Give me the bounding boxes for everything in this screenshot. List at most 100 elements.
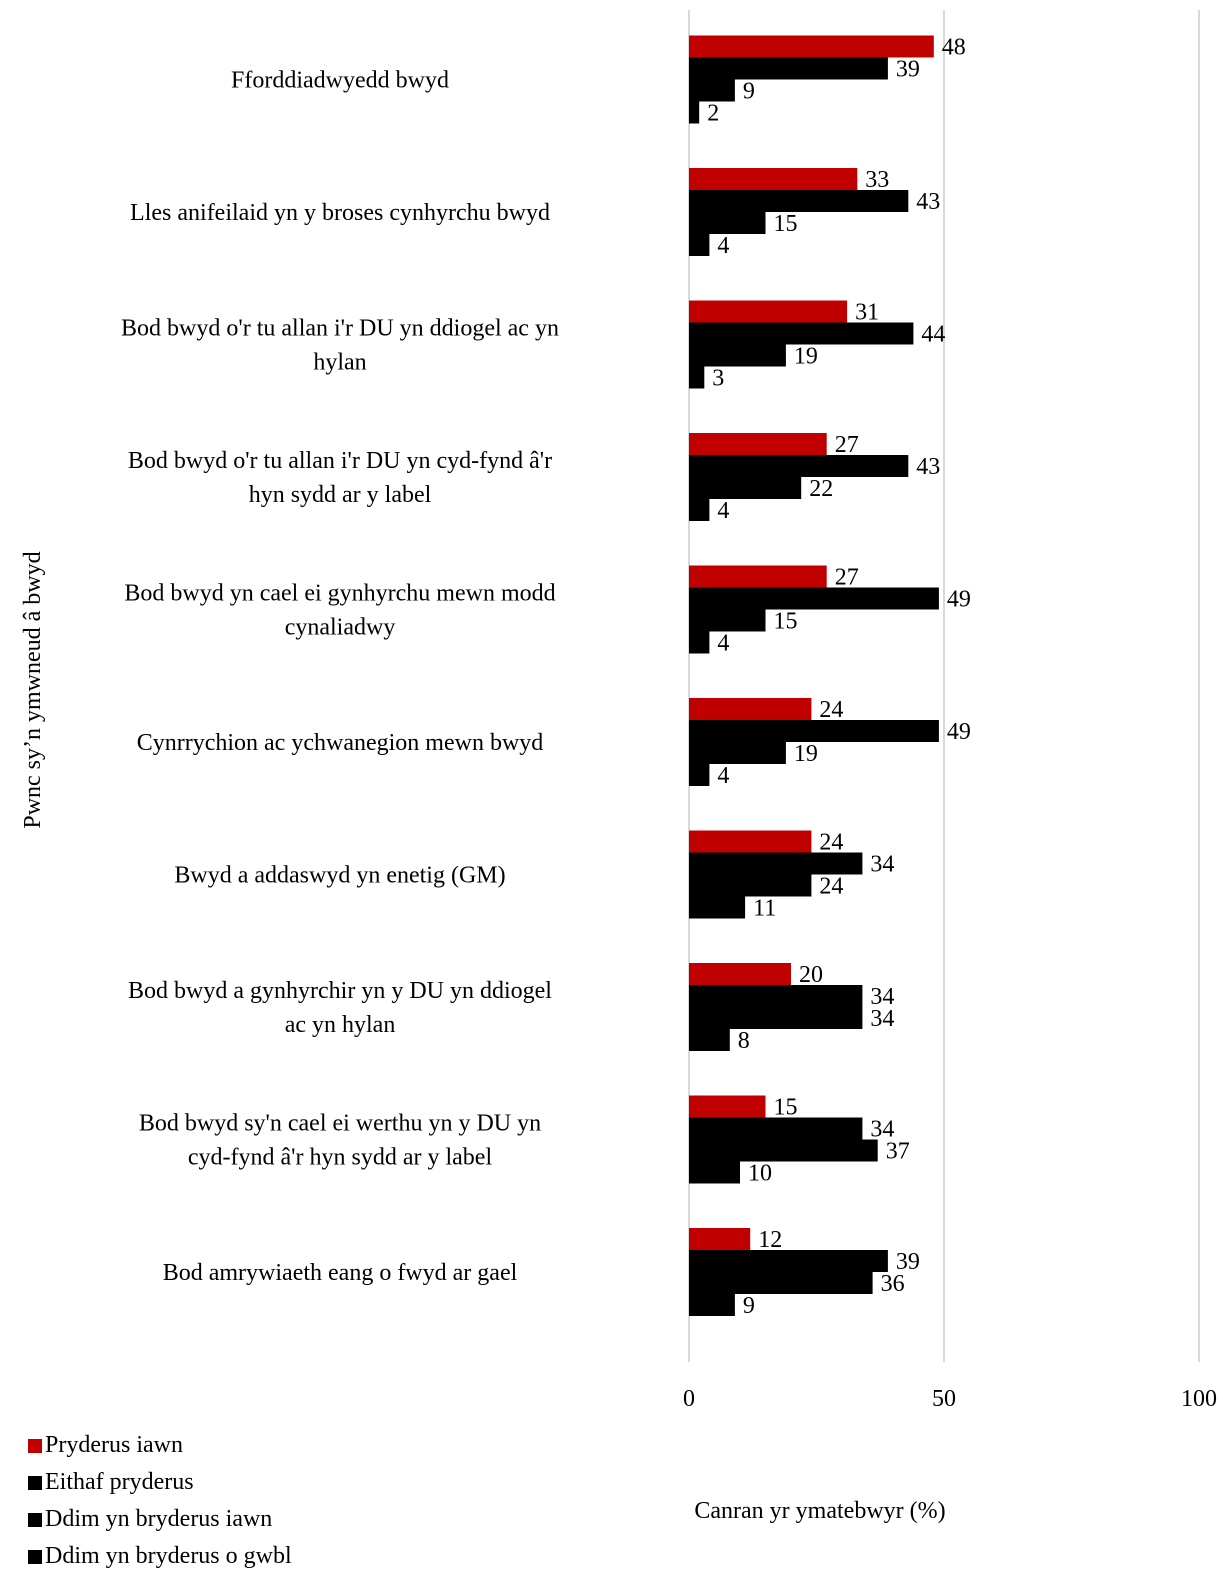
bar — [689, 433, 827, 455]
category-label: Bod bwyd yn cael ei gynhyrchu mewn modd — [124, 581, 555, 607]
bar — [689, 79, 735, 102]
bar — [689, 720, 939, 742]
data-label: 43 — [916, 189, 940, 215]
legend-item: Eithaf pryderus — [28, 1464, 448, 1501]
data-label: 27 — [835, 432, 859, 458]
data-label: 4 — [717, 763, 729, 789]
data-label: 24 — [819, 874, 843, 900]
legend-swatch — [28, 1438, 42, 1453]
category-label: Bod amrywiaeth eang o fwyd ar gael — [163, 1260, 518, 1286]
data-label: 37 — [886, 1139, 910, 1165]
bar — [689, 742, 786, 764]
data-label: 9 — [743, 79, 755, 105]
bar — [689, 609, 766, 632]
data-label: 49 — [947, 719, 971, 745]
bar — [689, 698, 812, 720]
bar — [689, 896, 746, 919]
bar — [689, 1250, 888, 1272]
category-label: hyn sydd ar y label — [249, 482, 432, 508]
category-label: Bod bwyd sy'n cael ei werthu yn y DU yn — [139, 1111, 541, 1137]
bar — [689, 830, 812, 853]
data-label: 31 — [855, 300, 879, 326]
category-label: cyd-fynd â'r hyn sydd ar y label — [188, 1145, 493, 1171]
data-label: 27 — [835, 565, 859, 591]
bar — [689, 587, 939, 610]
category-labels: Fforddiadwyedd bwyd Lles anifeilaid yn y … — [121, 68, 559, 1287]
bar — [689, 57, 888, 80]
data-label: 33 — [865, 167, 889, 193]
bar — [689, 1117, 863, 1140]
legend-item: Ddim yn bryderus o gwbl — [28, 1538, 448, 1575]
data-label: 19 — [794, 344, 818, 370]
bar — [689, 565, 827, 588]
x-tick-label: 50 — [932, 1386, 956, 1412]
legend-label: Ddim yn bryderus iawn — [45, 1506, 273, 1532]
legend-label: Eithaf pryderus — [45, 1469, 194, 1495]
legend: Pryderus iawn Eithaf pryderus Ddim yn bryd… — [28, 1427, 448, 1575]
category-label: Fforddiadwyedd bwyd — [231, 68, 449, 94]
bar — [689, 101, 700, 124]
bar — [689, 212, 766, 234]
data-label: 15 — [774, 1095, 798, 1121]
bar — [689, 1029, 730, 1051]
category-label: hylan — [313, 350, 366, 376]
data-label: 48 — [942, 35, 966, 61]
data-label: 4 — [717, 631, 729, 657]
data-label: 2 — [707, 101, 719, 127]
bar — [689, 234, 710, 256]
bar — [689, 455, 909, 477]
legend-label: Pryderus iawn — [45, 1432, 183, 1458]
category-label: ac yn hylan — [285, 1012, 396, 1038]
data-label: 20 — [799, 962, 823, 988]
legend-item: Pryderus iawn — [28, 1427, 448, 1464]
legend-swatch — [28, 1512, 42, 1527]
y-axis-title: Pwnc sy’n ymwneud â bwyd — [20, 551, 46, 828]
bar — [689, 874, 812, 897]
data-label: 10 — [748, 1161, 772, 1187]
bar — [689, 1161, 740, 1184]
x-ticks: 0 50 100 — [683, 1386, 1217, 1412]
bar — [689, 985, 863, 1007]
legend-swatch — [28, 1475, 42, 1490]
data-label: 8 — [738, 1028, 750, 1054]
bar — [689, 764, 710, 786]
category-label: Bod bwyd o'r tu allan i'r DU yn ddiogel … — [121, 316, 559, 342]
bar — [689, 322, 914, 345]
data-label: 3 — [712, 366, 724, 392]
x-tick-label: 0 — [683, 1386, 695, 1412]
data-label: 36 — [881, 1271, 905, 1297]
category-label: Bod bwyd a gynhyrchir yn y DU yn ddiogel — [128, 978, 552, 1004]
legend-item: Ddim yn bryderus iawn — [28, 1501, 448, 1538]
category-label: Cynrrychion ac ychwanegion mewn bwyd — [137, 730, 544, 756]
data-label: 22 — [809, 476, 833, 502]
bar — [689, 1272, 873, 1294]
bar — [689, 1228, 751, 1250]
legend-label: Ddim yn bryderus o gwbl — [45, 1543, 292, 1569]
category-label: cynaliadwy — [285, 615, 396, 641]
data-label: 34 — [870, 1117, 894, 1143]
data-label: 24 — [819, 830, 843, 856]
data-label: 11 — [753, 896, 776, 922]
bar — [689, 1294, 735, 1316]
data-labels: 4839923343154314419327432242749154244919… — [707, 35, 971, 1320]
data-label: 49 — [947, 587, 971, 613]
bar — [689, 168, 858, 190]
bar — [689, 1007, 863, 1029]
x-axis-title: Canran yr ymatebwyr (%) — [694, 1498, 945, 1524]
data-label: 43 — [916, 454, 940, 480]
data-label: 39 — [896, 57, 920, 83]
bar — [689, 1139, 878, 1162]
data-label: 9 — [743, 1293, 755, 1319]
data-label: 15 — [774, 609, 798, 635]
bars — [689, 35, 939, 1316]
bar — [689, 477, 802, 499]
bar — [689, 499, 710, 521]
x-tick-label: 100 — [1181, 1386, 1217, 1412]
bar — [689, 190, 909, 212]
bar — [689, 1095, 766, 1118]
data-label: 4 — [717, 498, 729, 524]
category-label: Lles anifeilaid yn y broses cynhyrchu bw… — [130, 200, 550, 226]
data-label: 34 — [870, 1006, 894, 1032]
bar — [689, 852, 863, 875]
